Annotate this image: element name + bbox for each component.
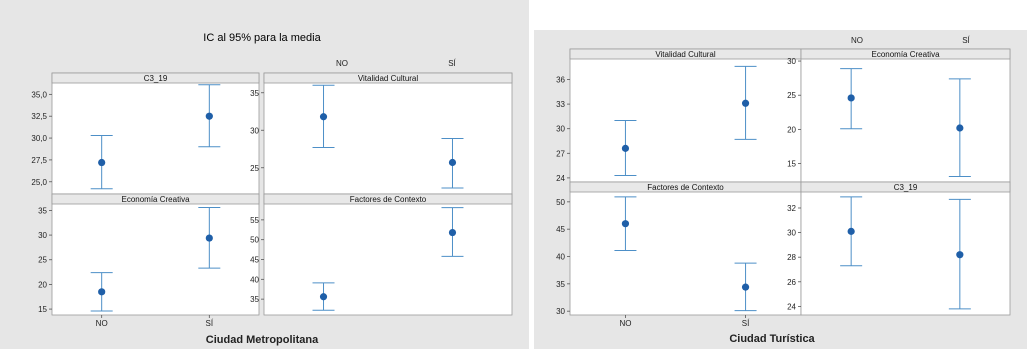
chart-5-mean-point-1: [956, 124, 964, 132]
chart-3-y-tick-label: 35: [250, 295, 259, 304]
chart-2-y-tick-label: 20: [38, 280, 47, 289]
plot-layer: C3_19 25,0 27,5 30,0 32,5 35,0 Vitalidad Cultu…: [31, 48, 1011, 328]
chart-1-title-strip: [263, 72, 513, 84]
chart-3-y-tick-label: 40: [250, 275, 259, 284]
chart-6-y-tick-label: 30: [556, 307, 565, 316]
chart-1-panel-frame: [263, 72, 513, 195]
chart-1-y-tick-label: 35: [250, 89, 259, 98]
chart-7-y-tick-label: 32: [787, 204, 796, 213]
chart-4-y-tick-label: 24: [556, 174, 565, 183]
chart-7-title-strip: [800, 181, 1011, 193]
chart-7-panel-title: C3_19: [894, 183, 918, 192]
chart-4-y-tick-label: 27: [556, 149, 565, 158]
chart-3-mean-point-0: [319, 293, 328, 301]
chart-0-panel-frame: [51, 72, 260, 195]
chart-5-y-tick-label: 20: [787, 125, 796, 134]
chart-3-y-tick-label: 50: [250, 236, 259, 245]
chart-4-y-tick-label: 33: [556, 100, 565, 109]
chart-7-panel-frame: [800, 181, 1011, 316]
chart-3-panel-frame: [263, 193, 513, 316]
chart-0-y-tick-label: 35,0: [31, 90, 47, 99]
chart-4-y-tick-label: 30: [556, 125, 565, 134]
chart-4-y-tick-label: 36: [556, 76, 565, 85]
chart-2-mean-point-1: [205, 234, 213, 242]
chart-6-x-tick-label-0: NO: [619, 319, 631, 328]
right-column-header-si: SÍ: [962, 36, 970, 45]
chart-4-panel-frame: [569, 48, 802, 183]
chart-7-y-tick-label: 30: [787, 229, 796, 238]
right-x-axis-label: Ciudad Turística: [729, 333, 815, 345]
chart-5-mean-point-0: [847, 94, 855, 102]
chart-2-y-tick-label: 35: [38, 206, 47, 215]
panel-left-top-left: C3_19 25,0 27,5 30,0 32,5 35,0: [31, 72, 260, 195]
chart-1-y-tick-label: 30: [250, 126, 259, 135]
chart-0-title-strip: [51, 72, 260, 84]
chart-3-y-tick-label: 45: [250, 256, 259, 265]
panel-right-bottom-left: Factores de Contexto 30 35 40 45 50 NO SÍ: [556, 181, 802, 328]
chart-6-x-tick-label-1: SÍ: [742, 319, 750, 328]
chart-4-mean-point-1: [741, 99, 750, 107]
chart-5-y-tick-label: 30: [787, 57, 796, 66]
chart-0-y-tick-label: 25,0: [31, 178, 47, 187]
chart-5-panel-frame: [800, 48, 1011, 183]
chart-1-panel-title: Vitalidad Cultural: [358, 74, 419, 83]
chart-4-panel-title: Vitalidad Cultural: [655, 50, 716, 59]
chart-7-mean-point-1: [956, 251, 964, 259]
chart-0-y-tick-label: 30,0: [31, 134, 47, 143]
chart-2-x-tick-label-0: NO: [96, 319, 108, 328]
chart-6-y-tick-label: 40: [556, 253, 565, 262]
chart-6-y-tick-label: 35: [556, 280, 565, 289]
chart-2-y-tick-label: 15: [38, 305, 47, 314]
chart-2-panel-title: Economía Creativa: [121, 195, 190, 204]
chart-2-y-tick-label: 30: [38, 231, 47, 240]
chart-2-mean-point-0: [98, 288, 106, 296]
panel-left-top-right: Vitalidad Cultural 25 30 35: [250, 72, 513, 195]
chart-6-y-tick-label: 45: [556, 225, 565, 234]
chart-2-title-strip: [51, 193, 260, 205]
chart-1-mean-point-0: [319, 113, 328, 121]
chart-3-title-strip: [263, 193, 513, 205]
left-figure-title: IC al 95% para la media: [203, 32, 321, 44]
chart-6-panel-title: Factores de Contexto: [647, 183, 724, 192]
chart-3-panel-title: Factores de Contexto: [350, 195, 427, 204]
chart-0-mean-point-0: [98, 158, 106, 167]
panel-left-bottom-left: Economía Creativa 15 20 25 30 35 NO SÍ: [38, 193, 260, 328]
chart-5-y-tick-label: 25: [787, 91, 796, 100]
chart-6-mean-point-1: [741, 283, 750, 291]
left-column-header-no: NO: [336, 59, 348, 68]
panel-right-bottom-right: C3_19 24 26 28 30 32: [787, 181, 1011, 316]
right-column-header-no: NO: [851, 36, 863, 45]
chart-2-y-tick-label: 25: [38, 256, 47, 265]
chart-4-mean-point-0: [621, 144, 630, 152]
panel-left-bottom-right: Factores de Contexto 35 40 45 50 55: [250, 193, 513, 316]
chart-7-y-tick-label: 28: [787, 253, 796, 262]
panel-right-top-right: Economía Creativa 15 20 25 30: [787, 48, 1011, 183]
chart-3-y-tick-label: 55: [250, 216, 259, 225]
chart-0-y-tick-label: 32,5: [31, 112, 47, 121]
chart-3-mean-point-1: [448, 228, 457, 237]
chart-0-y-tick-label: 27,5: [31, 156, 47, 165]
chart-1-mean-point-1: [448, 158, 457, 167]
chart-0-panel-title: C3_19: [144, 74, 168, 83]
chart-5-title-strip: [800, 48, 1011, 60]
chart-7-y-tick-label: 24: [787, 302, 796, 311]
chart-2-panel-frame: [51, 193, 260, 316]
left-x-axis-label: Ciudad Metropolitana: [206, 334, 319, 346]
panel-right-top-left: Vitalidad Cultural 24 27 30 33 36: [556, 48, 802, 183]
chart-6-y-tick-label: 50: [556, 198, 565, 207]
chart-2-x-tick-label-1: SÍ: [206, 319, 214, 328]
chart-7-y-tick-label: 26: [787, 278, 796, 287]
chart-7-mean-point-0: [847, 227, 855, 235]
chart-0-mean-point-1: [205, 112, 213, 120]
chart-1-y-tick-label: 25: [250, 164, 259, 173]
chart-6-mean-point-0: [621, 220, 630, 228]
left-column-header-si: SÍ: [448, 59, 456, 68]
chart-6-panel-frame: [569, 181, 802, 316]
chart-5-y-tick-label: 15: [787, 160, 796, 169]
chart-5-panel-title: Economía Creativa: [871, 50, 940, 59]
